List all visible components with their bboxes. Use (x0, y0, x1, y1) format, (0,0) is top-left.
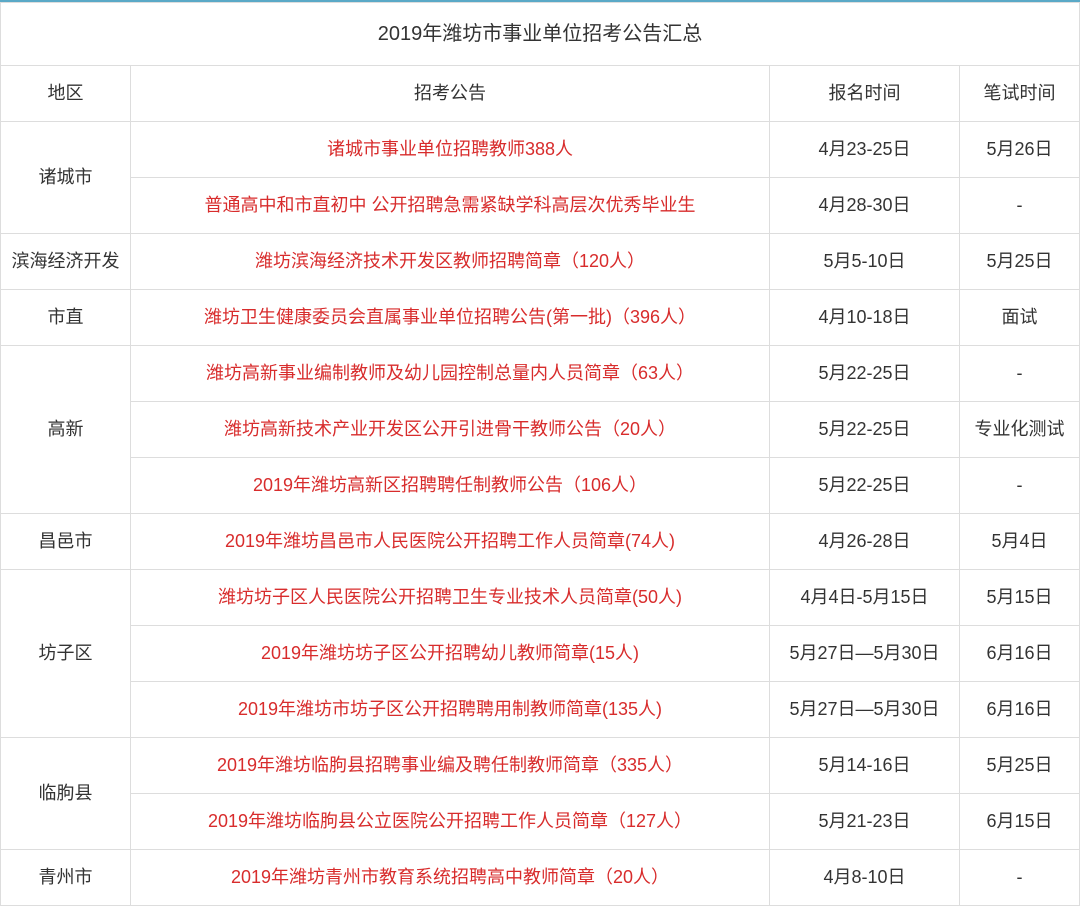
registration-cell: 4月28-30日 (770, 178, 960, 234)
table-row: 2019年潍坊市坊子区公开招聘聘用制教师简章(135人)5月27日—5月30日6… (1, 682, 1080, 738)
region-cell: 滨海经济开发 (1, 234, 131, 290)
region-cell: 市直 (1, 290, 131, 346)
table-row: 2019年潍坊高新区招聘聘任制教师公告（106人）5月22-25日- (1, 458, 1080, 514)
registration-cell: 5月22-25日 (770, 346, 960, 402)
notice-link[interactable]: 潍坊高新技术产业开发区公开引进骨干教师公告（20人） (131, 402, 770, 458)
registration-cell: 4月8-10日 (770, 850, 960, 906)
exam-cell: - (960, 178, 1080, 234)
registration-cell: 5月27日—5月30日 (770, 682, 960, 738)
notice-link[interactable]: 2019年潍坊昌邑市人民医院公开招聘工作人员简章(74人) (131, 514, 770, 570)
notice-link[interactable]: 2019年潍坊市坊子区公开招聘聘用制教师简章(135人) (131, 682, 770, 738)
exam-cell: 5月4日 (960, 514, 1080, 570)
recruitment-table: 2019年潍坊市事业单位招考公告汇总 地区 招考公告 报名时间 笔试时间 诸城市… (0, 2, 1080, 906)
table-row: 市直潍坊卫生健康委员会直属事业单位招聘公告(第一批)（396人）4月10-18日… (1, 290, 1080, 346)
exam-cell: 5月26日 (960, 122, 1080, 178)
header-notice: 招考公告 (131, 66, 770, 122)
exam-cell: 6月15日 (960, 794, 1080, 850)
notice-link[interactable]: 2019年潍坊临朐县招聘事业编及聘任制教师简章（335人） (131, 738, 770, 794)
exam-cell: 6月16日 (960, 626, 1080, 682)
table-row: 潍坊高新技术产业开发区公开引进骨干教师公告（20人）5月22-25日专业化测试 (1, 402, 1080, 458)
table-row: 诸城市诸城市事业单位招聘教师388人4月23-25日5月26日 (1, 122, 1080, 178)
notice-link[interactable]: 2019年潍坊青州市教育系统招聘高中教师简章（20人） (131, 850, 770, 906)
region-cell: 诸城市 (1, 122, 131, 234)
registration-cell: 4月23-25日 (770, 122, 960, 178)
table-title-row: 2019年潍坊市事业单位招考公告汇总 (1, 3, 1080, 66)
notice-link[interactable]: 2019年潍坊高新区招聘聘任制教师公告（106人） (131, 458, 770, 514)
registration-cell: 5月14-16日 (770, 738, 960, 794)
table-row: 青州市2019年潍坊青州市教育系统招聘高中教师简章（20人）4月8-10日- (1, 850, 1080, 906)
table-row: 2019年潍坊临朐县公立医院公开招聘工作人员简章（127人）5月21-23日6月… (1, 794, 1080, 850)
region-cell: 昌邑市 (1, 514, 131, 570)
exam-cell: - (960, 346, 1080, 402)
registration-cell: 5月21-23日 (770, 794, 960, 850)
exam-cell: - (960, 850, 1080, 906)
notice-link[interactable]: 潍坊坊子区人民医院公开招聘卫生专业技术人员简章(50人) (131, 570, 770, 626)
registration-cell: 4月10-18日 (770, 290, 960, 346)
table-row: 昌邑市2019年潍坊昌邑市人民医院公开招聘工作人员简章(74人)4月26-28日… (1, 514, 1080, 570)
registration-cell: 4月26-28日 (770, 514, 960, 570)
table-row: 坊子区潍坊坊子区人民医院公开招聘卫生专业技术人员简章(50人)4月4日-5月15… (1, 570, 1080, 626)
header-registration: 报名时间 (770, 66, 960, 122)
exam-cell: 5月25日 (960, 234, 1080, 290)
exam-cell: 6月16日 (960, 682, 1080, 738)
table-row: 滨海经济开发潍坊滨海经济技术开发区教师招聘简章（120人）5月5-10日5月25… (1, 234, 1080, 290)
table-row: 普通高中和市直初中 公开招聘急需紧缺学科高层次优秀毕业生4月28-30日- (1, 178, 1080, 234)
exam-cell: 5月15日 (960, 570, 1080, 626)
region-cell: 临朐县 (1, 738, 131, 850)
exam-cell: 面试 (960, 290, 1080, 346)
exam-cell: - (960, 458, 1080, 514)
region-cell: 坊子区 (1, 570, 131, 738)
notice-link[interactable]: 潍坊高新事业编制教师及幼儿园控制总量内人员简章（63人） (131, 346, 770, 402)
notice-link[interactable]: 2019年潍坊临朐县公立医院公开招聘工作人员简章（127人） (131, 794, 770, 850)
registration-cell: 4月4日-5月15日 (770, 570, 960, 626)
registration-cell: 5月5-10日 (770, 234, 960, 290)
notice-link[interactable]: 2019年潍坊坊子区公开招聘幼儿教师简章(15人) (131, 626, 770, 682)
region-cell: 高新 (1, 346, 131, 514)
header-region: 地区 (1, 66, 131, 122)
table-row: 临朐县2019年潍坊临朐县招聘事业编及聘任制教师简章（335人）5月14-16日… (1, 738, 1080, 794)
table-title: 2019年潍坊市事业单位招考公告汇总 (1, 3, 1080, 66)
registration-cell: 5月22-25日 (770, 402, 960, 458)
exam-cell: 专业化测试 (960, 402, 1080, 458)
notice-link[interactable]: 潍坊卫生健康委员会直属事业单位招聘公告(第一批)（396人） (131, 290, 770, 346)
registration-cell: 5月27日—5月30日 (770, 626, 960, 682)
notice-link[interactable]: 潍坊滨海经济技术开发区教师招聘简章（120人） (131, 234, 770, 290)
table-header-row: 地区 招考公告 报名时间 笔试时间 (1, 66, 1080, 122)
registration-cell: 5月22-25日 (770, 458, 960, 514)
exam-cell: 5月25日 (960, 738, 1080, 794)
notice-link[interactable]: 诸城市事业单位招聘教师388人 (131, 122, 770, 178)
notice-link[interactable]: 普通高中和市直初中 公开招聘急需紧缺学科高层次优秀毕业生 (131, 178, 770, 234)
header-exam: 笔试时间 (960, 66, 1080, 122)
table-row: 2019年潍坊坊子区公开招聘幼儿教师简章(15人)5月27日—5月30日6月16… (1, 626, 1080, 682)
table-row: 高新潍坊高新事业编制教师及幼儿园控制总量内人员简章（63人）5月22-25日- (1, 346, 1080, 402)
region-cell: 青州市 (1, 850, 131, 906)
table-container: 2019年潍坊市事业单位招考公告汇总 地区 招考公告 报名时间 笔试时间 诸城市… (0, 0, 1080, 906)
